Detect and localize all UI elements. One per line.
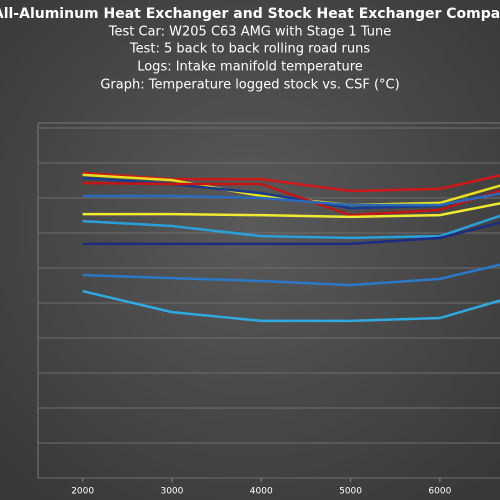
subtitle: Test: 5 back to back rolling road runs: [129, 42, 370, 57]
subtitle: Test Car: W205 C63 AMG with Stage 1 Tune: [108, 25, 392, 40]
series-line: [82, 202, 500, 219]
series-line: [82, 214, 500, 240]
series-line: [82, 192, 500, 207]
x-tick-label: 2000: [71, 487, 94, 497]
series-line: [82, 221, 500, 246]
chart-title: All-Aluminum Heat Exchanger and Stock He…: [0, 6, 500, 22]
subtitle: Graph: Temperature logged stock vs. CSF …: [100, 78, 399, 93]
x-tick-label: 4000: [250, 487, 273, 497]
subtitle: Logs: Intake manifold temperature: [137, 60, 363, 75]
series-line: [82, 289, 500, 323]
series-line: [82, 181, 500, 217]
x-tick-label: 6000: [428, 487, 451, 497]
series-line: [82, 263, 500, 287]
x-tick-label: 3000: [160, 487, 183, 497]
x-tick-label: 5000: [339, 487, 362, 497]
